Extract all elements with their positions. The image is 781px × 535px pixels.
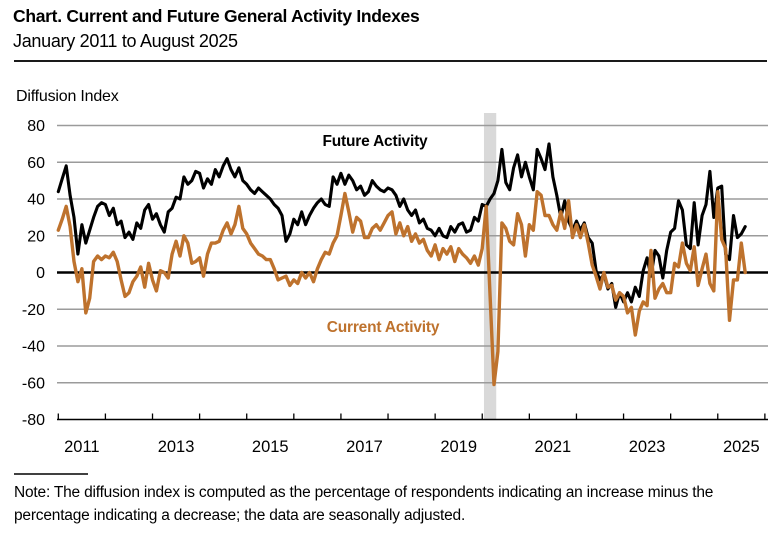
page-title: Chart. Current and Future General Activi…	[13, 6, 420, 26]
y-axis-title: Diffusion Index	[16, 88, 119, 105]
note-text: Note: The diffusion index is computed as…	[14, 484, 714, 524]
y-tick-label: -40	[22, 339, 45, 356]
future-activity-line	[56, 142, 747, 309]
y-tick-label: 20	[27, 228, 45, 245]
x-tick-label: 2021	[535, 438, 572, 456]
x-tick-label: 2015	[252, 438, 289, 456]
header-divider	[14, 60, 767, 62]
x-tick-label: 2013	[158, 438, 195, 456]
y-tick-label: 80	[27, 118, 45, 135]
y-tick-label: -80	[22, 412, 45, 429]
note-divider	[14, 473, 88, 475]
x-tick-label: 2011	[64, 438, 99, 456]
y-tick-label: -20	[22, 302, 45, 319]
page-subtitle: January 2011 to August 2025	[13, 31, 238, 51]
y-tick-label: 60	[27, 155, 45, 172]
x-tick-label: 2019	[440, 438, 477, 456]
x-tick-label: 2025	[723, 438, 760, 456]
future-series-label: Future Activity	[322, 133, 428, 150]
y-tick-label: 0	[36, 265, 45, 282]
current-series-label: Current Activity	[326, 319, 440, 336]
current-activity-line	[56, 189, 747, 387]
y-tick-label: 40	[27, 192, 45, 209]
x-tick-label: 2017	[346, 438, 383, 456]
x-tick-label: 2023	[629, 438, 666, 456]
y-tick-label: -60	[22, 375, 45, 392]
